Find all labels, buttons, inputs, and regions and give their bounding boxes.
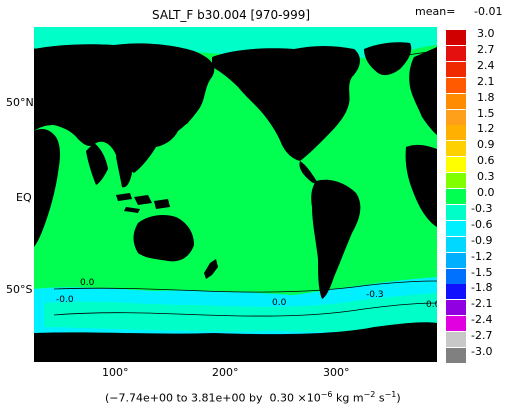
colorbar-label: 2.7	[477, 42, 495, 56]
southern-ocean-inner	[44, 293, 437, 332]
colorbar-swatch	[446, 30, 466, 45]
contour-label: 0.0	[272, 298, 287, 308]
lon-label-100: 100°	[102, 366, 129, 379]
colorbar-swatch	[446, 316, 466, 332]
contour-lines	[34, 47, 437, 317]
footer-units-s: s	[375, 391, 385, 405]
footer-interval: 0.30 ×10	[269, 391, 321, 405]
colorbar-swatch	[446, 236, 466, 252]
colorbar-label: 1.5	[477, 106, 495, 120]
lat-label-50s: 50°S	[6, 283, 33, 296]
colorbar-label: 1.8	[477, 90, 495, 104]
colorbar-label: -0.9	[471, 233, 493, 247]
colorbar-swatch	[446, 173, 466, 189]
colorbar-label: 0.3	[477, 170, 495, 184]
indochina-landmass	[116, 147, 132, 188]
colorbar-swatch	[446, 125, 466, 141]
colorbar	[446, 30, 466, 365]
europe-landmass	[409, 47, 437, 135]
indonesia-islands	[116, 193, 170, 213]
colorbar-swatch	[446, 204, 466, 220]
footer-close: )	[396, 391, 401, 405]
contour-label: -0.3	[366, 290, 384, 300]
colorbar-label: 1.2	[477, 122, 495, 136]
mean-label: mean=	[415, 5, 456, 18]
colorbar-label: -2.7	[471, 329, 493, 343]
antarctica-landmass	[34, 322, 437, 362]
colorbar-swatch	[446, 220, 466, 236]
colorbar-swatch	[446, 268, 466, 284]
footer-range: (−7.74e+00 to 3.81e+00 by	[105, 391, 263, 405]
colorbar-label: 2.4	[477, 58, 495, 72]
colorbar-label: -2.4	[471, 313, 493, 327]
colorbar-label: 0.6	[477, 154, 495, 168]
contour-label: 0.0	[80, 278, 95, 288]
colorbar-swatch	[446, 332, 466, 348]
salinity-flux-map: 0.0 -0.0 0.0 -0.3 0.0	[34, 27, 437, 362]
colorbar-label: -0.3	[471, 201, 493, 215]
contour-label: -0.0	[56, 295, 74, 305]
lon-label-200: 200°	[212, 366, 239, 379]
south-america-landmass	[311, 179, 361, 299]
colorbar-swatch	[446, 284, 466, 300]
plot-title: SALT_F b30.004 [970-999]	[152, 8, 311, 22]
footer-units-exp1: −2	[363, 390, 376, 399]
colorbar-label: 2.1	[477, 74, 495, 88]
eurasia-landmass	[34, 43, 215, 173]
colorbar-label: -1.2	[471, 249, 493, 263]
contour-line-southern	[53, 280, 437, 293]
contour-line-arctic	[34, 47, 437, 62]
colorbar-label: 3.0	[477, 27, 495, 40]
mean-value: -0.01	[474, 5, 503, 18]
colorbar-swatch	[446, 348, 466, 363]
north-america-landmass	[212, 46, 360, 161]
colorbar-label: -0.6	[471, 217, 493, 231]
footer-units-exp2: −1	[384, 390, 397, 399]
colorbar-swatch	[446, 93, 466, 109]
colorbar-label: 0.9	[477, 138, 495, 152]
footer-caption: (−7.74e+00 to 3.81e+00 by 0.30 ×10−6 kg …	[105, 389, 401, 405]
footer-exp: −6	[320, 390, 333, 399]
colorbar-swatch	[446, 61, 466, 77]
contour-line-southern-inner	[53, 302, 437, 317]
colorbar-swatch	[446, 141, 466, 157]
colorbar-label: -2.1	[471, 297, 493, 311]
land-masses	[34, 42, 437, 362]
colorbar-label: -1.5	[471, 265, 493, 279]
west-africa-landmass	[405, 144, 437, 227]
india-landmass	[86, 143, 108, 185]
lat-label-50n: 50°N	[6, 96, 34, 109]
lat-label-equator: EQ	[16, 191, 32, 204]
colorbar-swatch	[446, 189, 466, 204]
new-zealand-islands	[204, 259, 218, 279]
contour-label: 0.0	[426, 300, 437, 310]
colorbar-swatch	[446, 45, 466, 61]
japan-islands	[180, 103, 194, 127]
colorbar-swatch	[446, 157, 466, 173]
lon-label-300: 300°	[323, 366, 350, 379]
central-america-landmass	[299, 161, 318, 184]
colorbar-label: -1.8	[471, 281, 493, 295]
colorbar-swatch	[446, 300, 466, 316]
footer-units: kg m	[332, 391, 364, 405]
colorbar-swatch	[446, 252, 466, 268]
australia-landmass	[133, 215, 194, 262]
colorbar-swatch	[446, 109, 466, 125]
colorbar-label: -3.0	[471, 345, 493, 358]
africa-landmass	[34, 129, 60, 247]
colorbar-swatch	[446, 77, 466, 93]
colorbar-label: 0.0	[477, 186, 495, 199]
